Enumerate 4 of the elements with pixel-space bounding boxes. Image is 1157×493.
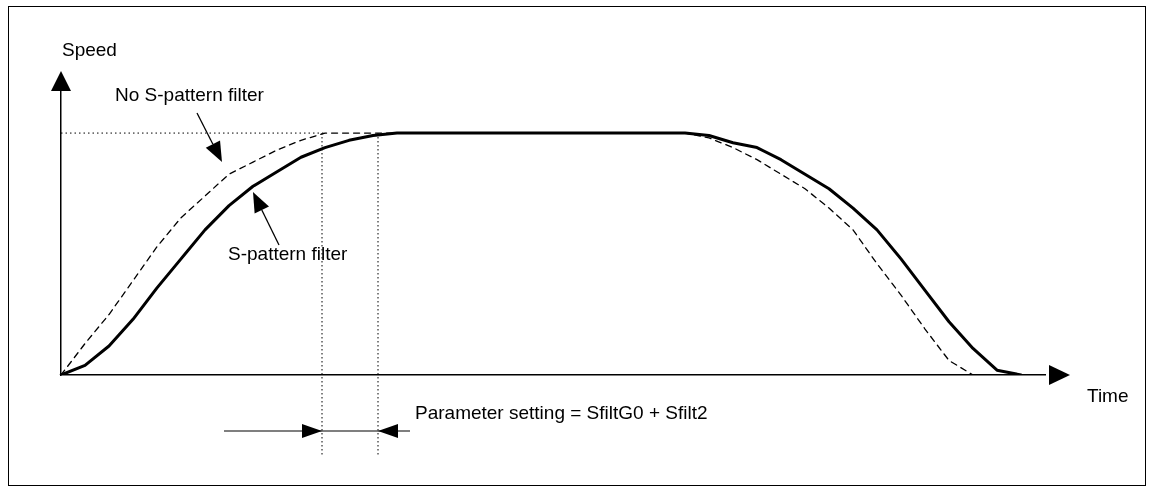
- text: No S-pattern filter: [115, 84, 264, 105]
- y-axis-title: Speed: [62, 39, 117, 60]
- text: Parameter setting = SfiltG0 + Sfilt2: [415, 402, 708, 423]
- x-axis-title: Time: [1087, 385, 1129, 406]
